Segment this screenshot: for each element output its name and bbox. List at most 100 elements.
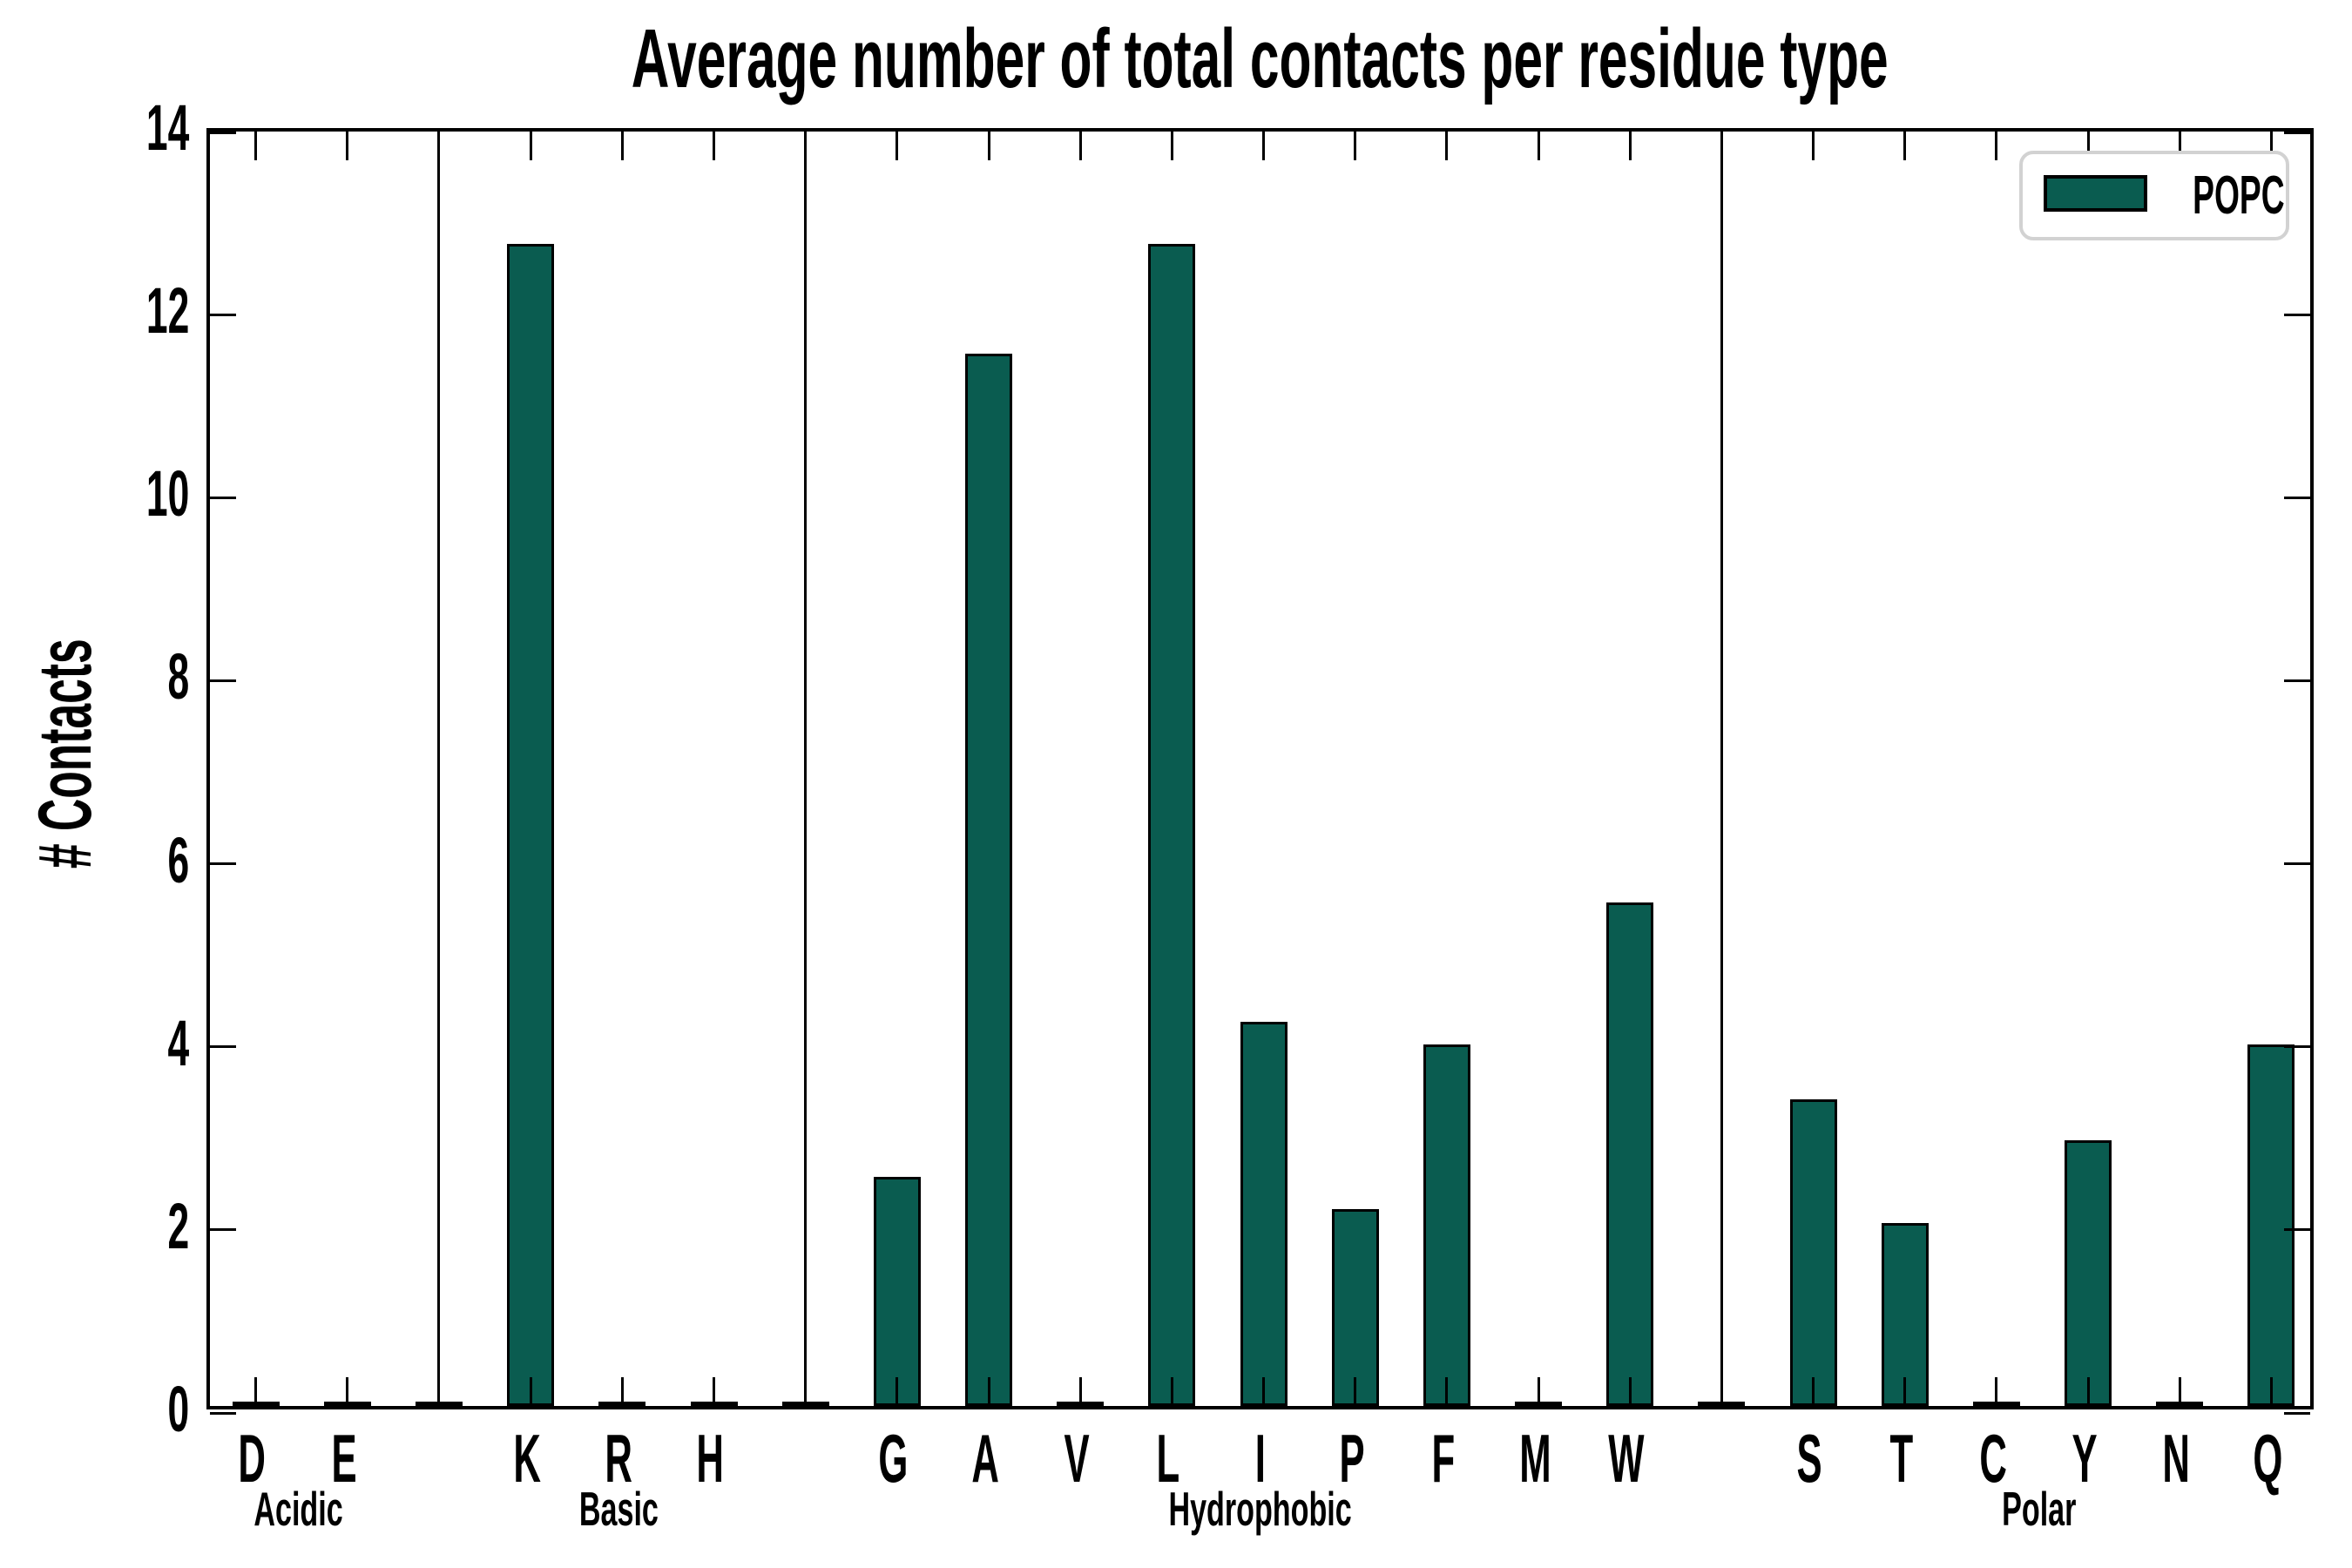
y-tick [2284, 496, 2310, 499]
x-tick-label-text: M [1518, 1420, 1551, 1497]
x-tick [896, 132, 899, 160]
x-tick [1537, 1377, 1540, 1406]
x-tick [1078, 1377, 1082, 1406]
y-tick [2284, 679, 2310, 682]
x-tick-label-N: N [2106, 1422, 2246, 1495]
x-tick-label-I: I [1191, 1422, 1330, 1495]
x-tick-label-text: R [605, 1420, 633, 1497]
x-tick [1812, 132, 1815, 160]
legend: POPC [2019, 151, 2289, 240]
group-divider-line [1720, 132, 1723, 1406]
y-tick [210, 1411, 236, 1415]
y-tick [210, 313, 236, 316]
y-tick [2284, 313, 2310, 316]
x-tick [713, 132, 715, 160]
x-tick [1354, 132, 1357, 160]
x-tick-label-K: K [457, 1422, 597, 1495]
x-tick [346, 1377, 349, 1406]
x-tick-label-A: A [916, 1422, 1055, 1495]
x-tick [1812, 1377, 1815, 1406]
y-tick-label-text: 6 [167, 823, 189, 896]
bar-A [965, 353, 1012, 1406]
x-tick-label-text: V [1064, 1420, 1090, 1497]
x-tick-label-text: L [1156, 1420, 1180, 1497]
x-tick [1537, 132, 1540, 160]
x-tick-label-D: D [183, 1422, 322, 1495]
x-tick [2178, 1377, 2181, 1406]
x-tick-label-text: Y [2072, 1420, 2098, 1497]
x-tick [987, 132, 990, 160]
x-tick [529, 132, 532, 160]
y-tick [2284, 1411, 2310, 1415]
legend-label-text: POPC [2193, 166, 2285, 226]
x-tick-label-F: F [1374, 1422, 1513, 1495]
x-tick-label-text: E [331, 1420, 357, 1497]
group-label-acidic: Acidic [80, 1483, 516, 1535]
x-tick [1628, 1377, 1632, 1406]
x-tick [2178, 132, 2181, 160]
x-tick [713, 1377, 715, 1406]
y-tick [210, 679, 236, 682]
y-tick-label-text: 0 [167, 1373, 189, 1445]
x-tick [620, 1377, 624, 1406]
y-tick [210, 496, 236, 499]
x-tick [1170, 1377, 1173, 1406]
x-tick [1170, 132, 1173, 160]
y-tick-label-text: 12 [145, 274, 189, 348]
x-tick [1078, 132, 1082, 160]
bar-T [1881, 1222, 1929, 1406]
y-tick [2284, 1228, 2310, 1232]
x-tick-label-text: F [1431, 1420, 1456, 1497]
bar-S [1789, 1099, 1837, 1406]
x-tick-label-V: V [1007, 1422, 1146, 1495]
x-tick [254, 132, 258, 160]
bar-L [1148, 243, 1196, 1406]
legend-swatch [2044, 175, 2147, 212]
x-tick-label-W: W [1557, 1422, 1696, 1495]
y-tick-label-14: 14 [15, 89, 189, 167]
y-tick-label-text: 14 [145, 91, 189, 164]
bar-P [1331, 1209, 1379, 1406]
y-tick [210, 1045, 236, 1049]
x-tick [1903, 1377, 1907, 1406]
x-tick-label-text: Q [2253, 1420, 2283, 1497]
x-tick-label-T: T [1832, 1422, 1971, 1495]
bar-Q [2247, 1044, 2295, 1406]
x-tick-label-text: G [878, 1420, 909, 1497]
x-tick-label-H: H [641, 1422, 781, 1495]
x-tick-label-text: D [238, 1420, 267, 1497]
chart-title-text: Average number of total contacts per res… [632, 12, 1889, 105]
y-tick-label-text: 8 [167, 640, 189, 713]
y-tick-label-8: 8 [15, 638, 189, 716]
y-tick [210, 862, 236, 866]
bar-G [873, 1177, 921, 1406]
y-tick [2284, 862, 2310, 866]
x-tick-label-R: R [549, 1422, 688, 1495]
y-tick [210, 1228, 236, 1232]
group-label-text: Polar [2001, 1482, 2077, 1536]
x-tick-label-Y: Y [2015, 1422, 2154, 1495]
x-tick-label-L: L [1098, 1422, 1238, 1495]
x-tick [2086, 1377, 2090, 1406]
group-label-polar: Polar [1821, 1483, 2257, 1535]
x-tick-label-P: P [1282, 1422, 1422, 1495]
x-tick [2269, 132, 2273, 160]
group-label-hydrophobic: Hydrophobic [1043, 1483, 1478, 1535]
x-tick [620, 132, 624, 160]
x-tick-label-Q: Q [2198, 1422, 2337, 1495]
x-tick-label-S: S [1740, 1422, 1880, 1495]
x-tick [1262, 132, 1265, 160]
x-tick [1995, 1377, 1998, 1406]
group-label-text: Acidic [253, 1482, 343, 1536]
y-tick-label-10: 10 [15, 455, 189, 533]
x-tick [1628, 132, 1632, 160]
x-tick [529, 1377, 532, 1406]
x-tick-label-text: P [1339, 1420, 1365, 1497]
x-tick [346, 132, 349, 160]
y-tick-label-2: 2 [15, 1187, 189, 1266]
y-tick-label-text: 4 [167, 1006, 189, 1079]
x-tick [2269, 1377, 2273, 1406]
x-tick [1445, 132, 1449, 160]
x-tick-label-text: T [1889, 1420, 1914, 1497]
